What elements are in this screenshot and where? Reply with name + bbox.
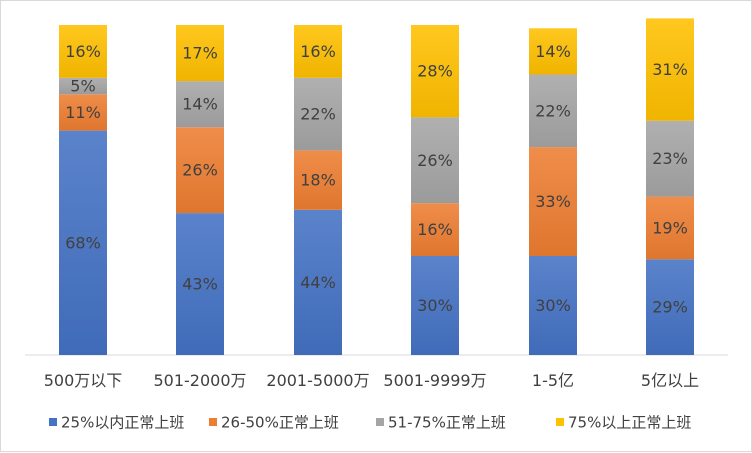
bar-segment (294, 77, 342, 151)
data-label: 26% (417, 151, 453, 170)
category-label: 501-2000万 (153, 371, 246, 390)
legend-swatch (376, 418, 384, 426)
category-label: 500万以下 (44, 371, 123, 390)
legend-label: 26-50%正常上班 (221, 414, 339, 432)
data-label: 23% (652, 149, 688, 168)
bar-segment (294, 209, 342, 355)
data-label: 18% (300, 171, 336, 190)
bar-segment (294, 150, 342, 210)
legend-item: 25%以内正常上班 (49, 414, 184, 432)
data-label: 28% (417, 62, 453, 81)
bar-segment (176, 25, 224, 82)
bar-segment (176, 127, 224, 214)
data-label: 11% (65, 103, 101, 122)
legend-label: 75%以上正常上班 (568, 414, 691, 432)
bar-segment (529, 147, 577, 256)
legend: 25%以内正常上班 26-50%正常上班 51-75%正常上班 75%以上正常上班 (49, 414, 691, 432)
category-label: 1-5亿 (532, 371, 574, 390)
category-label: 5001-9999万 (383, 371, 486, 390)
bar-segment (176, 213, 224, 355)
legend-item: 51-75%正常上班 (376, 414, 506, 432)
data-label: 22% (535, 101, 571, 120)
bar-segment (59, 130, 107, 355)
data-label: 16% (300, 42, 336, 61)
data-label: 26% (182, 161, 218, 180)
data-label: 44% (300, 273, 336, 292)
bar-segment (176, 81, 224, 128)
category-label: 2001-5000万 (266, 371, 369, 390)
data-label: 68% (65, 233, 101, 252)
bar-segment (411, 25, 459, 118)
bar-segment (411, 117, 459, 204)
data-label: 30% (535, 296, 571, 315)
data-label: 22% (300, 105, 336, 124)
bar-segment (646, 259, 694, 355)
legend-swatch (556, 418, 564, 426)
bars-group: 68% 11% 5% 16% 43% 26% 14% 17% 44% 18% 22% 16% 30% 16… (59, 18, 694, 355)
category-label: 5亿以上 (641, 371, 699, 390)
legend-label: 51-75%正常上班 (388, 414, 506, 432)
bar-segment (294, 25, 342, 78)
data-label: 5% (70, 77, 95, 96)
bar-segment (529, 74, 577, 148)
bar-segment (529, 28, 577, 75)
data-label: 14% (182, 95, 218, 114)
legend-swatch (49, 418, 57, 426)
bar-segment (646, 18, 694, 121)
bar-segment (646, 120, 694, 197)
data-label: 16% (65, 42, 101, 61)
legend-item: 26-50%正常上班 (209, 414, 339, 432)
bar-segment (529, 256, 577, 355)
bar-segment (411, 256, 459, 355)
legend-swatch (209, 418, 217, 426)
bar-segment (59, 25, 107, 78)
data-label: 14% (535, 42, 571, 61)
data-label: 29% (652, 298, 688, 317)
data-label: 17% (182, 44, 218, 63)
data-label: 19% (652, 218, 688, 237)
bar-segment (59, 94, 107, 131)
category-labels: 500万以下 501-2000万 2001-5000万 5001-9999万 1-5亿 5… (44, 371, 699, 390)
legend-label: 25%以内正常上班 (61, 414, 184, 432)
data-label: 30% (417, 296, 453, 315)
data-label: 31% (652, 60, 688, 79)
bar-segment (411, 203, 459, 256)
legend-item: 75%以上正常上班 (556, 414, 691, 432)
data-label: 33% (535, 192, 571, 211)
bar-segment (646, 196, 694, 260)
bar-segment (59, 77, 107, 95)
data-label: 43% (182, 275, 218, 294)
data-label: 16% (417, 220, 453, 239)
